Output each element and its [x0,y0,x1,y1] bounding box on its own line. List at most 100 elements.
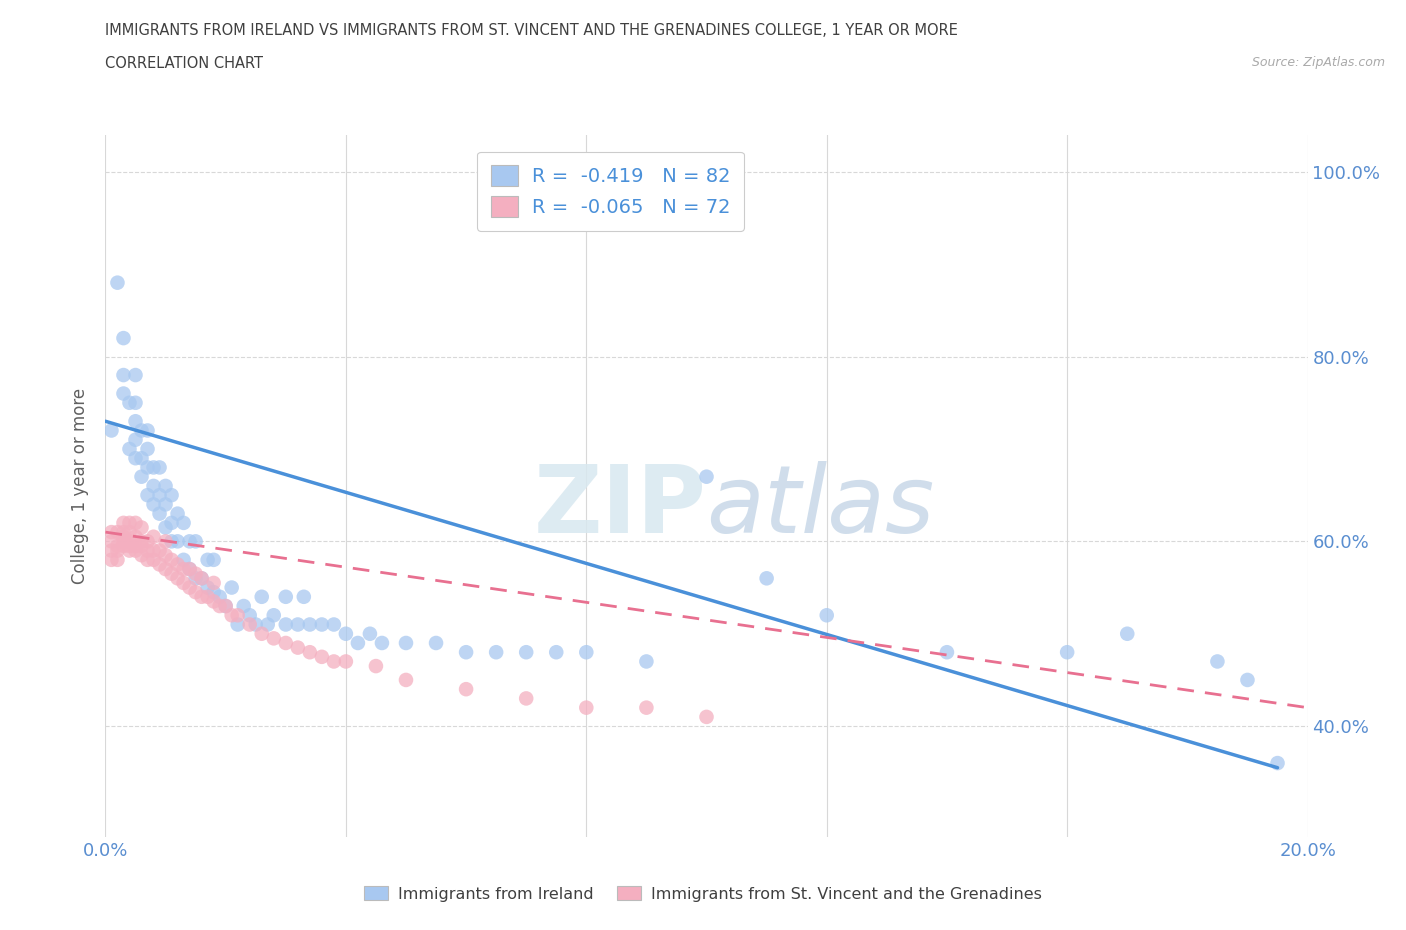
Point [155,520,177,535]
Point [197,552,219,567]
Point [214,599,236,614]
Point [100,423,122,438]
Point [208,599,231,614]
Point [335,626,357,641]
Point [131,548,153,563]
Point [107,275,129,290]
Point [292,590,315,604]
Text: Source: ZipAtlas.com: Source: ZipAtlas.com [1251,56,1385,69]
Point [100,552,122,567]
Point [184,571,207,586]
Point [1206,654,1229,669]
Point [298,644,321,659]
Point [287,618,309,632]
Point [155,497,177,512]
Point [124,543,146,558]
Point [166,506,188,521]
Point [395,635,418,650]
Point [148,487,170,502]
Point [263,608,285,623]
Point [142,460,165,475]
Point [131,423,153,438]
Point [1236,672,1258,687]
Point [202,576,225,591]
Point [131,451,153,466]
Point [454,644,477,659]
Text: ZIP: ZIP [534,461,707,553]
Point [124,414,146,429]
Point [232,599,254,614]
Point [395,672,418,687]
Point [287,640,309,655]
Point [347,635,370,650]
Point [124,451,146,466]
Point [298,618,321,632]
Point [179,562,201,577]
Point [136,460,159,475]
Point [136,487,159,502]
Legend: R =  -0.419   N = 82, R =  -0.065   N = 72: R = -0.419 N = 82, R = -0.065 N = 72 [477,152,744,231]
Point [208,590,231,604]
Point [936,644,959,659]
Point [485,644,508,659]
Point [107,552,129,567]
Point [124,538,146,553]
Point [107,543,129,558]
Point [226,618,249,632]
Point [179,580,201,595]
Point [124,395,146,410]
Point [311,649,333,664]
Point [118,442,141,457]
Point [160,566,183,581]
Point [755,571,778,586]
Point [142,552,165,567]
Point [136,543,159,558]
Point [184,534,207,549]
Point [112,534,135,549]
Point [166,571,188,586]
Point [274,635,297,650]
Point [148,557,170,572]
Point [274,618,297,632]
Point [1267,756,1289,771]
Point [112,331,135,346]
Point [100,534,122,549]
Point [636,700,658,715]
Point [335,654,357,669]
Point [100,525,122,539]
Point [124,529,146,544]
Point [155,548,177,563]
Point [197,590,219,604]
Point [148,543,170,558]
Point [166,557,188,572]
Point [263,631,285,645]
Point [575,700,598,715]
Point [239,618,262,632]
Point [118,543,141,558]
Point [179,534,201,549]
Point [815,608,838,623]
Point [112,515,135,530]
Point [136,423,159,438]
Text: atlas: atlas [707,461,935,552]
Point [371,635,394,650]
Point [160,487,183,502]
Point [160,515,183,530]
Point [100,543,122,558]
Point [184,566,207,581]
Point [131,520,153,535]
Point [112,386,135,401]
Point [173,552,195,567]
Point [173,576,195,591]
Point [239,608,262,623]
Point [202,594,225,609]
Point [155,534,177,549]
Point [118,534,141,549]
Point [107,538,129,553]
Legend: Immigrants from Ireland, Immigrants from St. Vincent and the Grenadines: Immigrants from Ireland, Immigrants from… [359,880,1047,908]
Point [136,552,159,567]
Text: IMMIGRANTS FROM IRELAND VS IMMIGRANTS FROM ST. VINCENT AND THE GRENADINES COLLEG: IMMIGRANTS FROM IRELAND VS IMMIGRANTS FR… [105,23,959,38]
Point [696,470,718,485]
Point [107,525,129,539]
Point [214,599,236,614]
